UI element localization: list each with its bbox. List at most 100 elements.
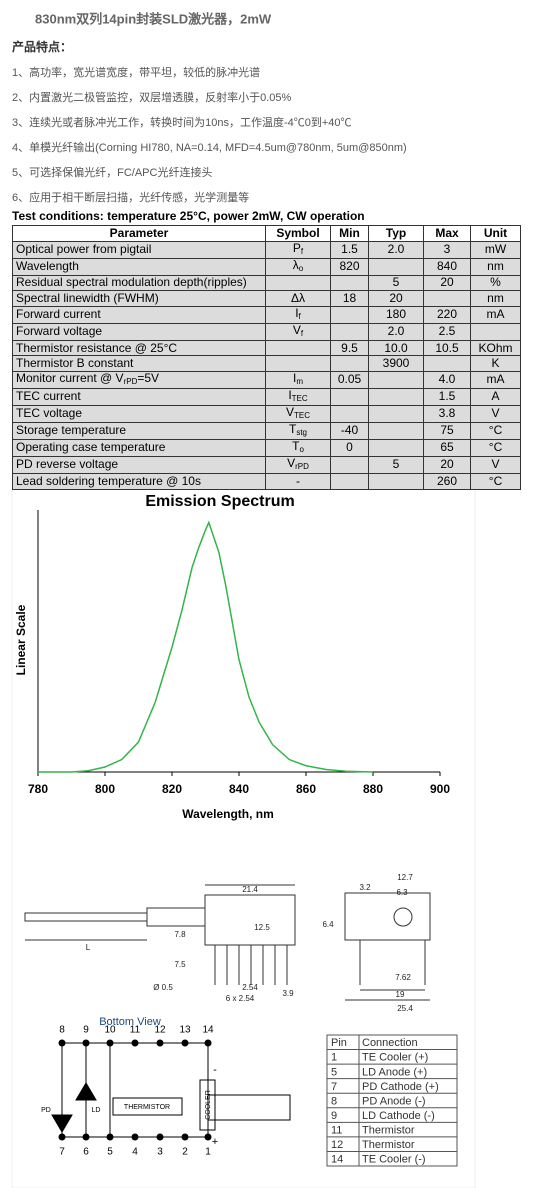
- pin-table-cell: 12: [331, 1139, 343, 1151]
- table-cell: 0.05: [330, 370, 369, 389]
- pin-dot: [156, 1039, 164, 1047]
- symbol: T: [288, 422, 297, 436]
- column-header: Typ: [368, 225, 424, 242]
- pin-dot: [58, 1133, 66, 1141]
- pin-table-cell: Connection: [362, 1037, 418, 1049]
- x-tick-label: 860: [296, 782, 316, 796]
- pin-table-cell: 9: [331, 1110, 337, 1122]
- pin-number: 2: [182, 1147, 188, 1158]
- table-cell: [330, 355, 369, 372]
- pin-dot: [204, 1039, 212, 1047]
- x-tick-label: 900: [430, 782, 450, 796]
- feature-item: 4、单模光纤输出(Corning HI780, NA=0.14, MFD=4.5…: [12, 140, 407, 154]
- pin-table-cell: LD Anode (+): [362, 1066, 427, 1078]
- table-cell: Operating case temperature: [12, 438, 266, 457]
- table-cell: 10.5: [423, 339, 471, 357]
- table-cell: 75: [423, 421, 471, 440]
- table-cell: [368, 421, 424, 440]
- diagram-label: PD: [41, 1107, 51, 1114]
- table-row: Thermistor resistance @ 25°C 9.5 10.0 10.5 K…: [12, 339, 521, 357]
- table-cell: Lead soldering temperature @ 10s: [12, 472, 266, 490]
- bottom-view-title: Bottom View: [99, 1016, 161, 1028]
- column-header: Min: [330, 225, 369, 242]
- table-cell: Residual spectral modulation depth(rippl…: [12, 274, 266, 292]
- table-cell: [330, 322, 369, 341]
- table-cell: PD reverse voltage: [12, 455, 266, 474]
- table-cell: [330, 274, 369, 292]
- table-cell: 3: [423, 240, 471, 259]
- table-cell: [368, 404, 424, 423]
- table-row: Operating case temperature To 0 65 °C: [12, 438, 521, 457]
- symbol-subscript: m: [296, 376, 303, 386]
- table-row: Forward current If 180 220 mA: [12, 305, 521, 324]
- table-cell: mW: [470, 240, 521, 259]
- pin-dot: [82, 1039, 90, 1047]
- table-row: Lead soldering temperature @ 10s - 260 °C: [12, 472, 521, 490]
- symbol-subscript: f: [300, 246, 304, 256]
- dimension-label: 12.5: [254, 923, 270, 932]
- pin-table-cell: 5: [331, 1066, 337, 1078]
- table-cell: Im: [265, 370, 331, 389]
- table-cell: [265, 355, 331, 372]
- table-cell: 10.0: [368, 339, 424, 357]
- table-cell: 2.5: [423, 322, 471, 341]
- pin-table-cell: PD Cathode (+): [362, 1081, 439, 1093]
- dimension-label: 3.9: [282, 989, 294, 998]
- table-cell: [423, 290, 471, 307]
- table-cell: If: [265, 305, 331, 324]
- table-cell: V: [470, 404, 521, 423]
- table-cell: [368, 387, 424, 406]
- table-cell: 20: [423, 274, 471, 292]
- pin-number: 9: [83, 1025, 89, 1036]
- pin-dot: [204, 1133, 212, 1141]
- pin-table-cell: 14: [331, 1154, 343, 1166]
- table-cell: KOhm: [470, 339, 521, 357]
- pin-dot: [181, 1039, 189, 1047]
- table-cell: [368, 472, 424, 490]
- table-cell: [330, 305, 369, 324]
- table-cell: Pf: [265, 240, 331, 259]
- table-row: Optical power from pigtail Pf 1.5 2.0 3 mW: [12, 240, 521, 259]
- dimension-label: 25.4: [397, 1004, 413, 1013]
- feature-item: 5、可选择保偏光纤，FC/APC光纤连接头: [12, 165, 212, 179]
- column-header: Max: [423, 225, 471, 242]
- table-cell: [265, 339, 331, 357]
- table-row: Storage temperature Tstg -40 75 °C: [12, 421, 521, 440]
- table-cell: 18: [330, 290, 369, 307]
- x-axis-label: Wavelength, nm: [182, 807, 274, 821]
- table-cell: Thermistor resistance @ 25°C: [12, 339, 266, 357]
- table-cell: 5: [368, 274, 424, 292]
- table-cell: [368, 438, 424, 457]
- symbol: T: [292, 439, 300, 453]
- table-cell: nm: [470, 290, 521, 307]
- pin-table-cell: Pin: [331, 1037, 347, 1049]
- dimension-label: L: [86, 943, 91, 952]
- x-tick-label: 780: [28, 782, 48, 796]
- package-drawing: [24, 884, 431, 1001]
- dimension-label: 19: [396, 990, 405, 999]
- table-cell: Vf: [265, 322, 331, 341]
- dimension-label: 6 x 2.54: [226, 994, 255, 1003]
- pin-number: 3: [157, 1147, 163, 1158]
- pin-dot: [181, 1133, 189, 1141]
- pin-number: 4: [132, 1147, 138, 1158]
- table-cell: °C: [470, 438, 521, 457]
- spec-table: Parameter Symbol Min Typ Max Unit Optical powe…: [12, 225, 521, 490]
- table-row: Wavelength λo 820 840 nm: [12, 257, 521, 276]
- pin-table-cell: 7: [331, 1081, 337, 1093]
- symbol: P: [292, 241, 301, 255]
- symbol: V: [287, 456, 296, 470]
- dimension-label: Ø 0.5: [153, 983, 173, 992]
- dimension-label: 7.8: [174, 930, 186, 939]
- pin-number: 5: [107, 1147, 113, 1158]
- table-cell: VTEC: [265, 404, 331, 423]
- pin-table-cell: Thermistor: [362, 1125, 415, 1137]
- dimension-label: 6.4: [322, 920, 334, 929]
- table-cell: 3900: [368, 355, 424, 372]
- table-cell: 3.8: [423, 404, 471, 423]
- dimension-label: 12.7: [397, 873, 413, 882]
- pin-table-cell: LD Cathode (-): [362, 1110, 435, 1122]
- pin-dot: [106, 1133, 114, 1141]
- table-cell: [265, 274, 331, 292]
- table-cell: 65: [423, 438, 471, 457]
